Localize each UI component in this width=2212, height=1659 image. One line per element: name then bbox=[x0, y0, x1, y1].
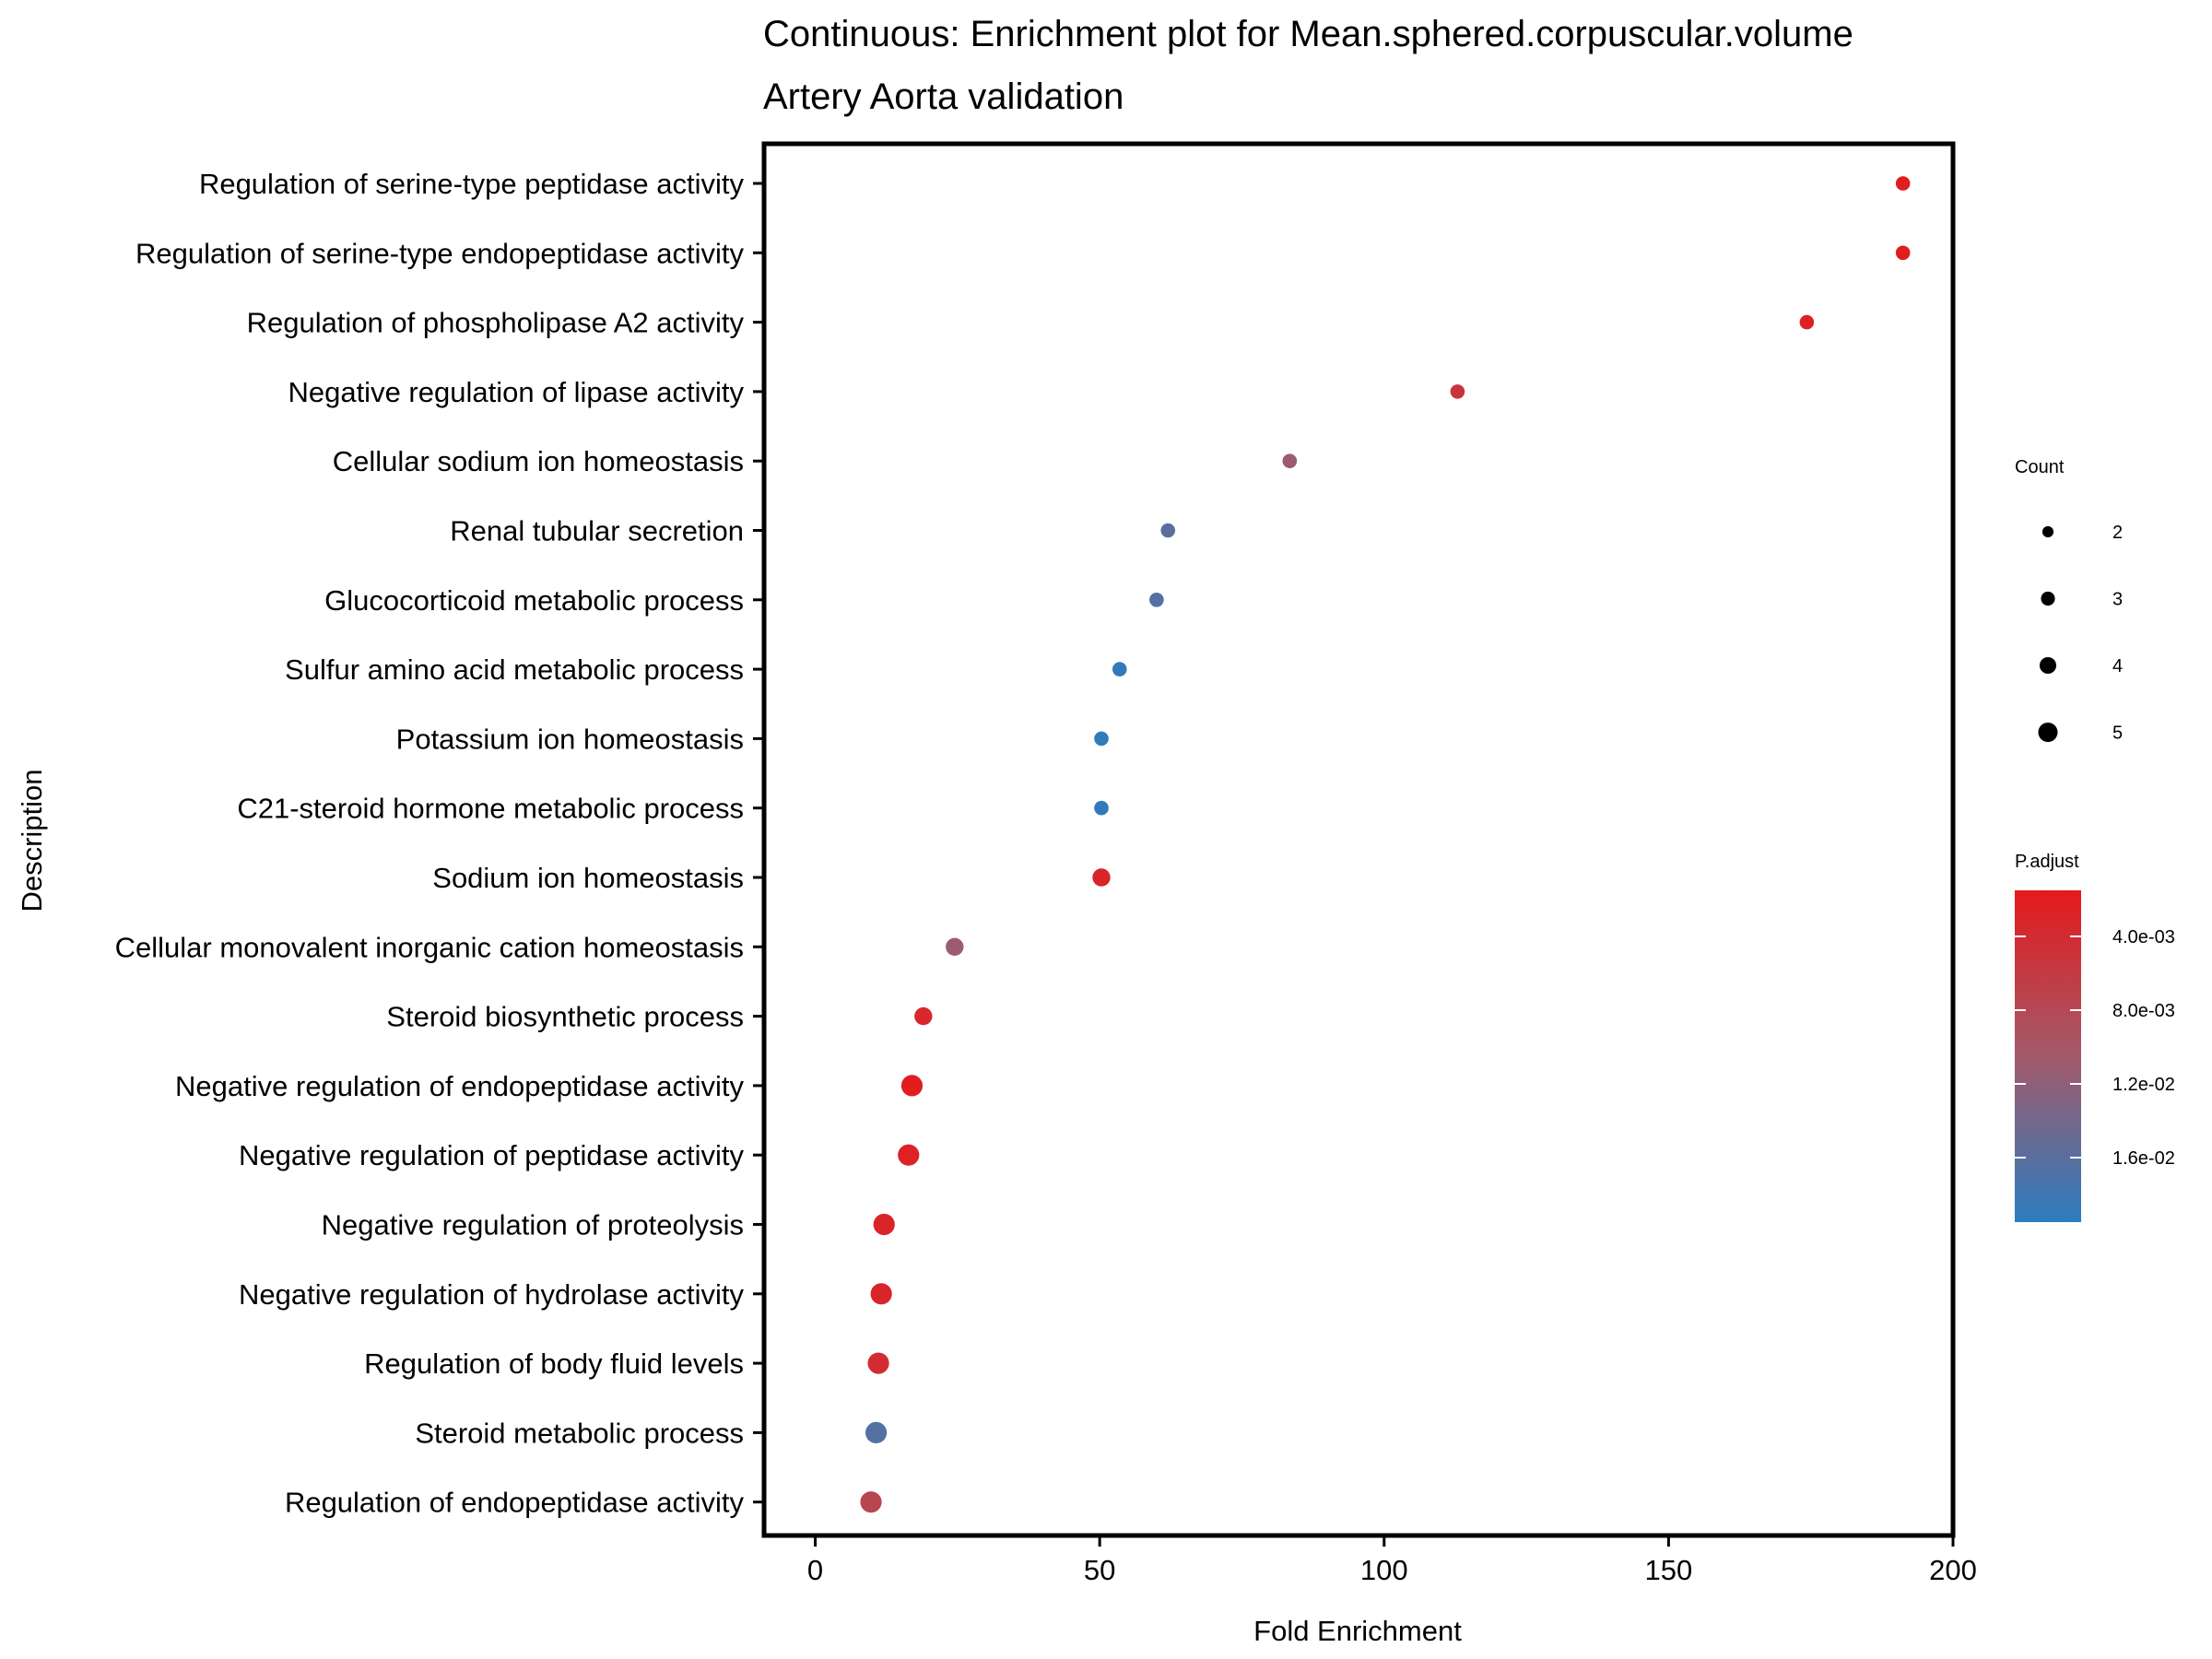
data-point bbox=[1282, 453, 1298, 469]
color-bar bbox=[2015, 890, 2081, 1222]
data-point bbox=[898, 1144, 920, 1166]
x-tick-label: 200 bbox=[1929, 1554, 1977, 1586]
size-legend-title: Count bbox=[2015, 457, 2065, 477]
x-axis-labels: 0 50 100 150 200 bbox=[807, 1535, 1977, 1586]
data-point bbox=[1160, 523, 1176, 538]
y-tick-label: Regulation of serine-type peptidase acti… bbox=[199, 168, 745, 200]
size-legend-key bbox=[2041, 591, 2055, 606]
y-tick-label: Negative regulation of hydrolase activit… bbox=[239, 1278, 744, 1311]
y-tick-label: Negative regulation of lipase activity bbox=[288, 376, 744, 408]
size-legend-label: 5 bbox=[2112, 724, 2123, 744]
x-axis-title: Fold Enrichment bbox=[1253, 1615, 1462, 1647]
y-tick-label: Regulation of endopeptidase activity bbox=[285, 1487, 745, 1519]
color-legend: P.adjust 4.0e-03 8.0e-03 1.2e-02 1.6e-02 bbox=[2015, 852, 2175, 1222]
y-tick-label: Steroid metabolic process bbox=[415, 1417, 744, 1449]
data-point bbox=[1092, 868, 1111, 887]
y-tick-label: Negative regulation of proteolysis bbox=[322, 1209, 744, 1241]
data-point bbox=[1895, 176, 1911, 191]
y-tick-label: Negative regulation of peptidase activit… bbox=[239, 1139, 744, 1171]
color-legend-label: 4.0e-03 bbox=[2112, 927, 2175, 947]
y-tick-label: Renal tubular secretion bbox=[450, 515, 744, 547]
size-legend: Count 2 3 4 5 bbox=[2015, 457, 2123, 744]
y-tick-label: Glucocorticoid metabolic process bbox=[324, 584, 744, 617]
y-tick-label: Cellular sodium ion homeostasis bbox=[333, 445, 744, 477]
y-tick-label: Negative regulation of endopeptidase act… bbox=[175, 1070, 744, 1102]
y-tick-label: Potassium ion homeostasis bbox=[396, 723, 744, 755]
size-legend-key bbox=[2041, 525, 2054, 538]
data-point bbox=[867, 1352, 889, 1374]
y-tick-label: Steroid biosynthetic process bbox=[386, 1001, 744, 1033]
data-point bbox=[1112, 662, 1127, 677]
y-tick-label: Sulfur amino acid metabolic process bbox=[285, 653, 744, 686]
data-point bbox=[860, 1491, 882, 1513]
data-point bbox=[900, 1075, 924, 1097]
color-legend-label: 1.2e-02 bbox=[2112, 1075, 2175, 1095]
y-tick-label: Regulation of serine-type endopeptidase … bbox=[135, 237, 745, 269]
data-point bbox=[1149, 593, 1164, 607]
x-tick-label: 50 bbox=[1084, 1554, 1115, 1586]
data-point bbox=[870, 1283, 892, 1305]
data-point bbox=[1799, 314, 1815, 330]
chart-subtitle: Artery Aorta validation bbox=[763, 76, 1124, 117]
size-legend-label: 3 bbox=[2112, 590, 2123, 610]
color-legend-title: P.adjust bbox=[2015, 852, 2079, 872]
color-legend-label: 1.6e-02 bbox=[2112, 1148, 2175, 1169]
y-axis-labels: Regulation of serine-type peptidase acti… bbox=[115, 168, 764, 1519]
y-tick-label: Cellular monovalent inorganic cation hom… bbox=[115, 931, 744, 963]
data-point bbox=[1450, 384, 1465, 399]
data-points bbox=[860, 176, 1911, 1513]
y-tick-label: Regulation of body fluid levels bbox=[364, 1347, 744, 1380]
size-legend-label: 4 bbox=[2112, 656, 2123, 677]
y-axis-title: Description bbox=[16, 769, 48, 912]
x-tick-label: 100 bbox=[1360, 1554, 1408, 1586]
data-point bbox=[946, 937, 964, 956]
x-tick-label: 0 bbox=[807, 1554, 823, 1586]
chart-title: Continuous: Enrichment plot for Mean.sph… bbox=[763, 14, 1853, 54]
size-legend-label: 2 bbox=[2112, 523, 2123, 543]
color-legend-label: 8.0e-03 bbox=[2112, 1001, 2175, 1021]
data-point bbox=[1895, 245, 1911, 261]
y-tick-label: Sodium ion homeostasis bbox=[432, 862, 744, 894]
data-point bbox=[1094, 800, 1109, 816]
y-tick-label: C21-steroid hormone metabolic process bbox=[237, 793, 744, 825]
x-tick-label: 150 bbox=[1645, 1554, 1693, 1586]
data-point bbox=[873, 1213, 895, 1236]
size-legend-key bbox=[2038, 722, 2058, 743]
plot-panel-border bbox=[761, 141, 1956, 1538]
data-point bbox=[914, 1006, 933, 1026]
data-point bbox=[1094, 731, 1109, 747]
size-legend-key bbox=[2039, 656, 2057, 675]
y-tick-label: Regulation of phospholipase A2 activity bbox=[247, 307, 745, 339]
data-point bbox=[865, 1421, 888, 1443]
